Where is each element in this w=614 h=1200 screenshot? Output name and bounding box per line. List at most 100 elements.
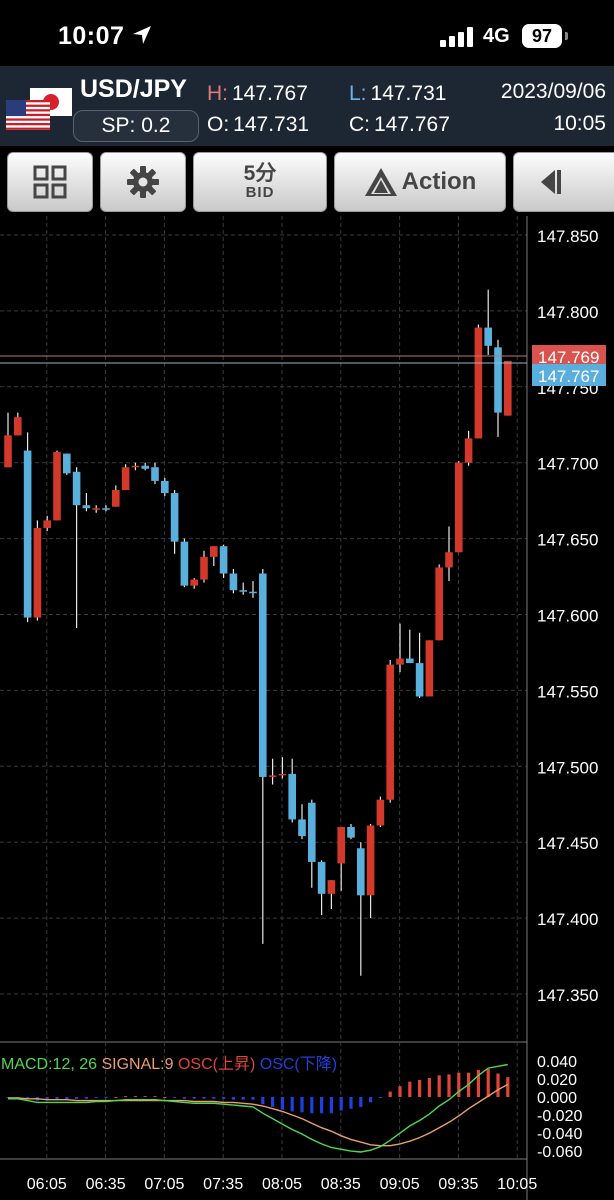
macd-osc-bar	[231, 1097, 235, 1100]
macd-tick-label: 0.040	[537, 1054, 577, 1071]
price-tick-label: 147.700	[537, 455, 598, 474]
price-tick-label: 147.850	[537, 227, 598, 246]
candle-body	[455, 462, 463, 553]
macd-osc-bar	[124, 1096, 128, 1098]
macd-tick-label: -0.040	[537, 1126, 582, 1143]
price-type-label: BID	[245, 184, 275, 202]
macd-legend-item: MACD:12, 26	[1, 1056, 97, 1073]
timeframe-button[interactable]: 5分 BID	[193, 152, 327, 212]
low-quote: L: 147.731	[349, 82, 446, 106]
macd-osc-bar	[388, 1091, 392, 1097]
candle-body	[268, 775, 277, 777]
action-triangle-icon	[364, 168, 397, 196]
macd-osc-bar	[143, 1096, 147, 1098]
macd-osc-bar	[349, 1097, 353, 1109]
macd-osc-bar	[192, 1097, 196, 1099]
candle-body	[366, 825, 375, 896]
ask-price-marker-label: 147.769	[538, 348, 599, 367]
macd-osc-bar	[104, 1097, 108, 1098]
candle-body	[288, 773, 296, 820]
macd-osc-bar	[339, 1097, 343, 1111]
price-tick-label: 147.650	[537, 531, 598, 550]
macd-osc-bar	[476, 1069, 480, 1097]
usd-jpy-flag-icon	[6, 88, 72, 130]
chart-toolbar: 5分 BID Action	[0, 146, 614, 216]
candle-body	[72, 471, 81, 506]
candle-body	[151, 467, 159, 481]
macd-osc-bar	[45, 1097, 49, 1100]
macd-osc-bar	[26, 1097, 30, 1099]
macd-osc-bar	[222, 1097, 226, 1099]
status-time: 10:07	[58, 22, 125, 50]
collapse-left-icon	[541, 170, 561, 194]
candle-body	[14, 417, 22, 436]
candle-body	[112, 490, 120, 507]
macd-legend: MACD:12, 26 SIGNAL:9 OSC(上昇) OSC(下降)	[1, 1055, 337, 1073]
candle-body	[210, 546, 218, 557]
high-quote: H: 147.767	[207, 82, 308, 106]
macd-osc-bar	[55, 1097, 59, 1100]
candle-body	[170, 493, 179, 542]
network-type: 4G	[483, 25, 510, 47]
candle-body	[239, 590, 247, 592]
macd-legend-item: SIGNAL:9	[97, 1056, 174, 1073]
candle-body	[337, 827, 345, 864]
macd-tick-label: -0.020	[537, 1108, 582, 1125]
time-tick-label: 08:35	[321, 1176, 361, 1193]
price-tick-label: 147.350	[537, 986, 598, 1005]
bid-price-marker	[532, 363, 606, 386]
candle-body	[200, 556, 208, 580]
candle-body	[484, 327, 492, 346]
candle-body	[474, 327, 483, 439]
macd-osc-bar	[251, 1097, 255, 1100]
candle-body	[121, 467, 130, 491]
macd-osc-bar	[163, 1097, 167, 1098]
candlestick-chart[interactable]: 147.850147.800147.750147.700147.650147.6…	[0, 216, 614, 1200]
macd-osc-bar	[65, 1097, 69, 1100]
macd-osc-bar	[153, 1096, 157, 1098]
chart-grid	[0, 216, 528, 1200]
location-arrow-icon	[133, 26, 151, 44]
macd-osc-bar	[329, 1097, 333, 1114]
quote-time: 10:05	[553, 112, 606, 135]
symbol-label[interactable]: USD/JPY	[80, 75, 187, 103]
candle-body	[23, 450, 32, 618]
close-key: C:	[349, 113, 370, 136]
macd-line	[8, 1063, 508, 1153]
candle-body	[82, 505, 91, 509]
time-tick-label: 09:35	[438, 1176, 478, 1193]
candle-body	[308, 802, 316, 862]
macd-osc-bar	[310, 1097, 314, 1114]
settings-button[interactable]	[100, 152, 186, 212]
candle-body	[445, 552, 453, 568]
time-tick-label: 08:05	[262, 1176, 302, 1193]
layout-button[interactable]	[7, 152, 93, 212]
high-value: 147.767	[232, 82, 308, 105]
macd-osc-bar	[398, 1086, 402, 1097]
candle-body	[415, 663, 424, 697]
cellular-signal-icon	[440, 27, 473, 47]
collapse-panel-button[interactable]	[513, 152, 614, 212]
candle-body	[317, 861, 326, 894]
macd-osc-bar	[94, 1097, 98, 1098]
time-axis: 06:05 06:35 07:05 07:35 08:05 08:35 09:05 09:35…	[0, 1158, 537, 1193]
action-button[interactable]: Action	[334, 152, 506, 212]
time-tick-label: 07:05	[144, 1176, 184, 1193]
macd-tick-label: 0.020	[537, 1072, 577, 1089]
open-quote: O: 147.731	[207, 113, 309, 137]
candles	[4, 289, 512, 976]
candle-body	[259, 573, 267, 777]
macd-osc-bar	[133, 1096, 137, 1098]
macd-osc-bar	[418, 1079, 422, 1097]
candle-body	[347, 827, 355, 838]
candle-body	[386, 664, 394, 800]
macd-legend-item: OSC(上昇)	[174, 1055, 256, 1073]
gear-icon	[127, 166, 159, 198]
low-value: 147.731	[370, 82, 447, 105]
candle-body	[161, 480, 169, 494]
candle-body	[33, 527, 42, 618]
time-tick-label: 06:35	[86, 1176, 126, 1193]
candle-body	[180, 541, 189, 586]
price-axis: 147.850147.800147.750147.700147.650147.6…	[537, 227, 598, 1005]
